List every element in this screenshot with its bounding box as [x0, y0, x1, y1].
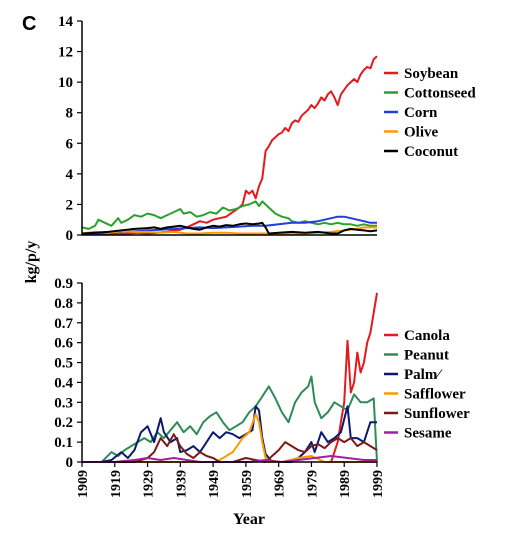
bottom-y-ticks: 0 0.1 0.2 0.3 0.4 0.5 0.6 0.7 0.8 0.9: [54, 276, 82, 471]
legend-label-corn: Corn: [404, 105, 438, 121]
top-y-tick-label: 8: [66, 106, 74, 122]
bottom-x-ticks: 1909 1919 1929 1939 1949 1959 1969 1979 1989 1999: [76, 462, 386, 498]
top-y-ticks: 0 2 4 6 8 10 12 14: [58, 14, 82, 244]
cottonseed-line: [81, 200, 377, 230]
legend-label-sunflower: Sunflower: [404, 406, 470, 422]
legend-label-canola: Canola: [404, 328, 450, 344]
x-tick-label: 1969: [273, 470, 288, 498]
canola-line: [330, 292, 378, 463]
bottom-y-tick-label: 0.8: [54, 296, 73, 312]
top-y-tick-label: 4: [66, 167, 74, 183]
bottom-y-tick-label: 0.6: [54, 336, 73, 352]
top-y-tick-label: 6: [66, 136, 74, 152]
bottom-y-tick-label: 0.3: [54, 395, 73, 411]
top-y-tick-label: 12: [58, 45, 73, 61]
safflower-line: [82, 413, 377, 463]
bottom-y-tick-label: 0: [66, 455, 74, 471]
bottom-chart: 0 0.1 0.2 0.3 0.4 0.5 0.6 0.7 0.8 0.9 1909 1919 192…: [54, 276, 470, 498]
x-tick-label: 1949: [207, 470, 222, 498]
bottom-y-tick-label: 0.1: [54, 435, 73, 451]
x-tick-label: 1939: [174, 470, 189, 498]
bottom-y-tick-label: 0.4: [54, 375, 73, 391]
bottom-y-tick-label: 0.5: [54, 356, 73, 372]
x-tick-label: 1919: [109, 470, 124, 498]
legend-label-cottonseed: Cottonseed: [404, 86, 476, 102]
top-y-tick-label: 14: [58, 14, 74, 30]
legend-label-peanut: Peanut: [404, 348, 449, 364]
top-chart: 0 2 4 6 8 10 12 14 Soybean Cottonseed Corn Olive Co…: [58, 14, 476, 244]
x-tick-label: 1929: [142, 470, 157, 498]
x-tick-label: 1989: [338, 470, 353, 498]
bottom-series-lines: [82, 292, 378, 463]
top-y-tick-label: 10: [58, 75, 73, 91]
top-series-lines: [81, 55, 378, 236]
bottom-legend: Canola Peanut Palm⁄ Safflower Sunflower Sesam…: [384, 328, 470, 442]
peanut-line: [82, 375, 378, 463]
legend-label-olive: Olive: [404, 125, 439, 141]
top-y-tick-label: 2: [66, 197, 74, 213]
bottom-y-tick-label: 0.2: [54, 415, 73, 431]
x-tick-label: 1979: [305, 470, 320, 498]
legend-label-palm: Palm⁄: [404, 367, 443, 383]
legend-label-safflower: Safflower: [404, 387, 466, 403]
x-tick-label: 1909: [76, 470, 91, 498]
soybean-line: [82, 55, 378, 236]
legend-label-soybean: Soybean: [404, 66, 459, 82]
coconut-line: [81, 221, 378, 235]
x-axis-title: Year: [233, 511, 265, 528]
top-y-tick-label: 0: [66, 228, 74, 244]
legend-label-coconut: Coconut: [404, 144, 458, 160]
x-tick-label: 1999: [371, 470, 386, 498]
bottom-y-tick-label: 0.9: [54, 276, 73, 292]
y-axis-title: kg/p/y: [23, 241, 40, 284]
legend-label-sesame: Sesame: [404, 426, 452, 442]
x-tick-label: 1959: [240, 470, 255, 498]
panel-letter: C: [22, 13, 36, 35]
top-legend: Soybean Cottonseed Corn Olive Coconut: [384, 66, 476, 160]
corn-line: [82, 215, 377, 235]
bottom-y-tick-label: 0.7: [54, 316, 73, 332]
palm-line: [82, 405, 377, 463]
